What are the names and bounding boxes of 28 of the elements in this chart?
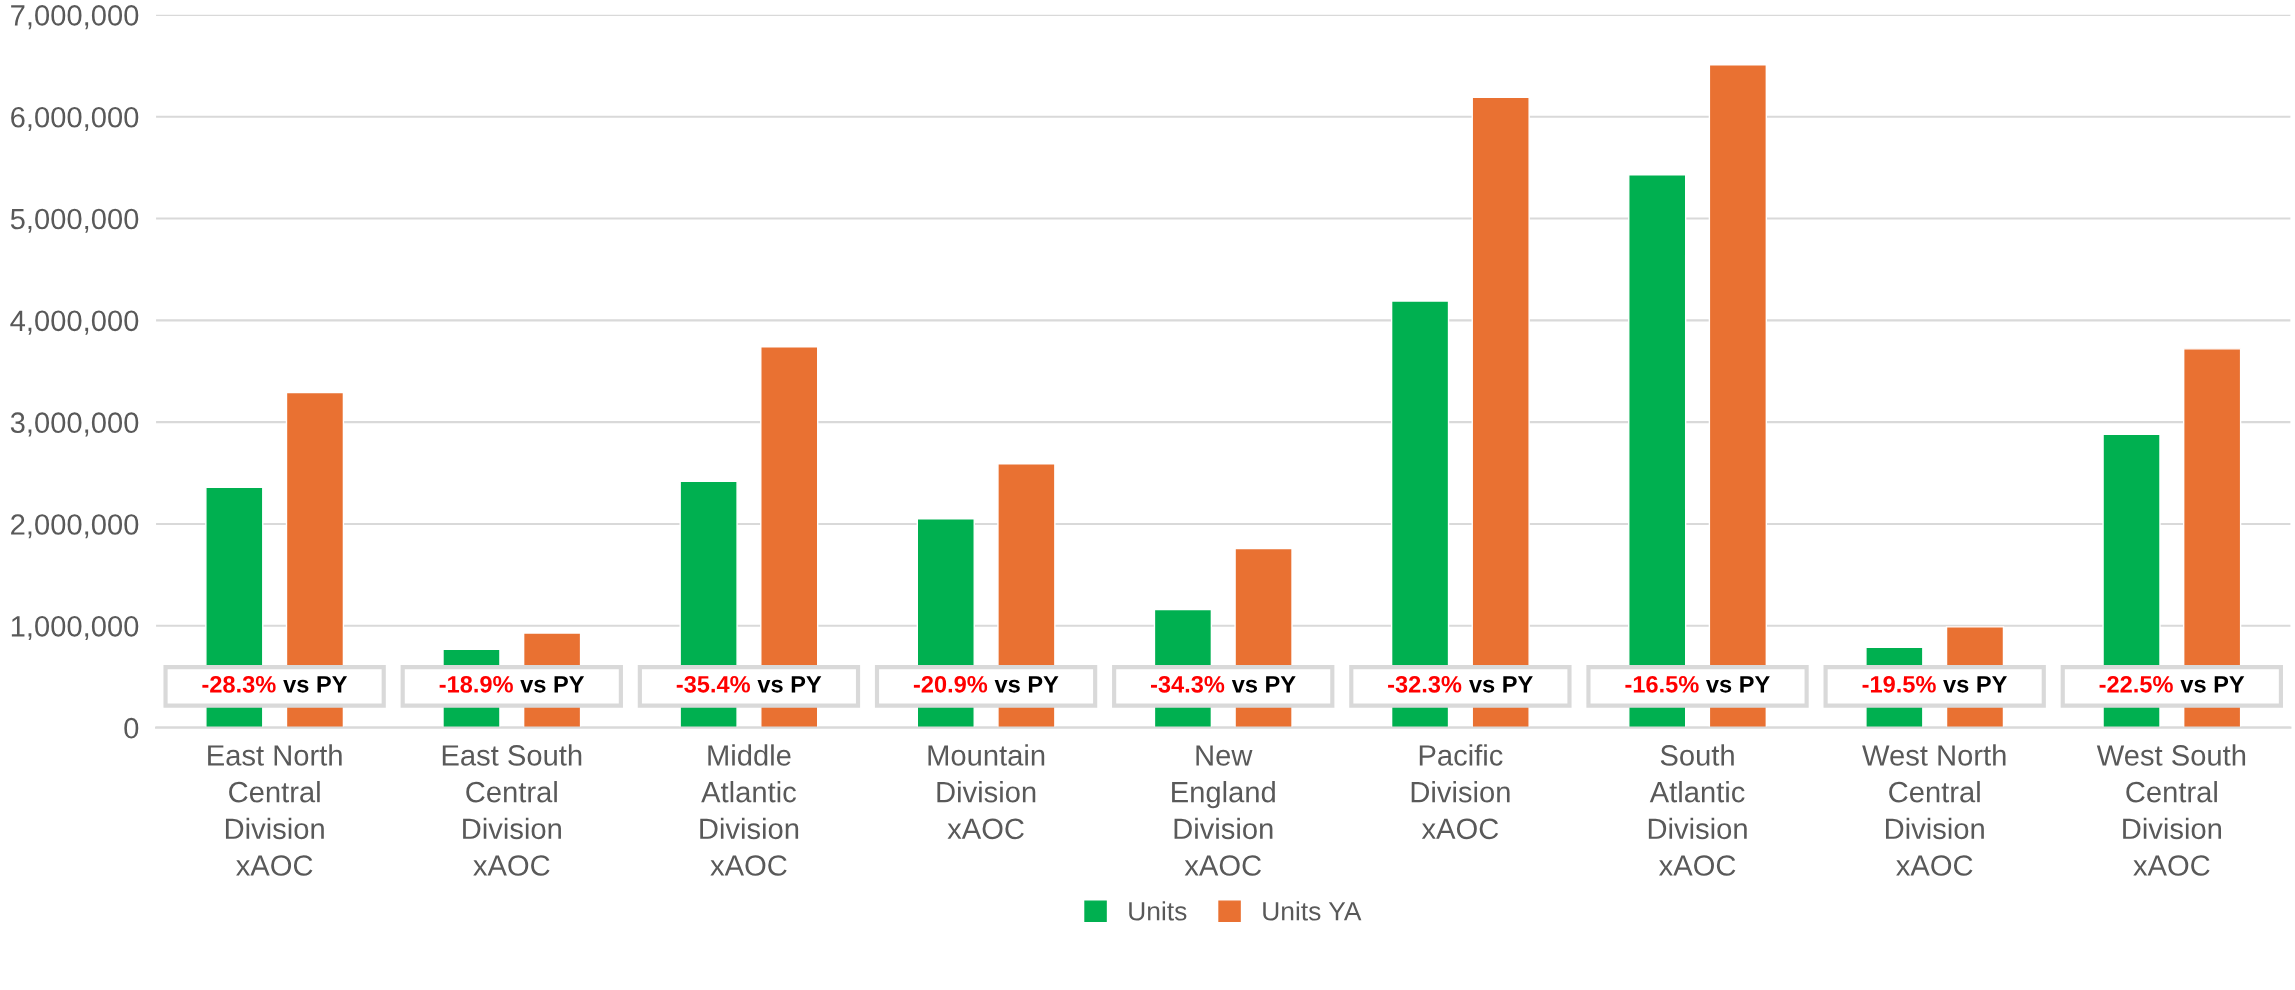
y-tick-label: 4,000,000 bbox=[10, 310, 139, 335]
x-tick-label: Mountain Division xAOC bbox=[928, 744, 1045, 840]
annotation: -22.5% vs PY bbox=[2099, 675, 2245, 693]
annotation: -35.4% vs PY bbox=[676, 675, 822, 693]
y-tick-label: 0 bbox=[124, 717, 139, 739]
x-tick-label: East South Central Division xAOC bbox=[442, 744, 582, 876]
x-tick-label: South Atlantic Division xAOC bbox=[1648, 744, 1747, 876]
y-tick-label: 7,000,000 bbox=[11, 5, 139, 30]
y-tick-label: 3,000,000 bbox=[10, 412, 139, 437]
x-tick-label: Middle Atlantic Division xAOC bbox=[700, 744, 799, 876]
y-tick-label: 2,000,000 bbox=[11, 514, 139, 539]
x-tick-label: East North Central Division xAOC bbox=[208, 744, 342, 876]
y-tick-label: 5,000,000 bbox=[10, 208, 139, 233]
y-tick-label: 1,000,000 bbox=[11, 616, 139, 641]
annotation: -34.3% vs PY bbox=[1150, 675, 1296, 693]
annotation: -32.3% vs PY bbox=[1388, 675, 1533, 693]
annotation: -20.9% vs PY bbox=[913, 675, 1059, 693]
annotation: -19.5% vs PY bbox=[1862, 675, 2007, 693]
annotation: -28.3% vs PY bbox=[202, 675, 348, 693]
y-tick-label: 6,000,000 bbox=[11, 106, 139, 131]
x-tick-label: Pacific Division xAOC bbox=[1411, 744, 1510, 840]
legend-label: Units YA bbox=[1263, 901, 1362, 921]
legend-label: Units bbox=[1129, 901, 1187, 921]
x-tick-label: West North Central Division xAOC bbox=[1862, 744, 2006, 876]
annotation: -16.5% vs PY bbox=[1625, 675, 1770, 693]
x-tick-label: West South Central Division xAOC bbox=[2096, 744, 2246, 876]
annotation: -18.9% vs PY bbox=[439, 675, 585, 693]
x-tick-label: New England Division xAOC bbox=[1172, 745, 1275, 876]
